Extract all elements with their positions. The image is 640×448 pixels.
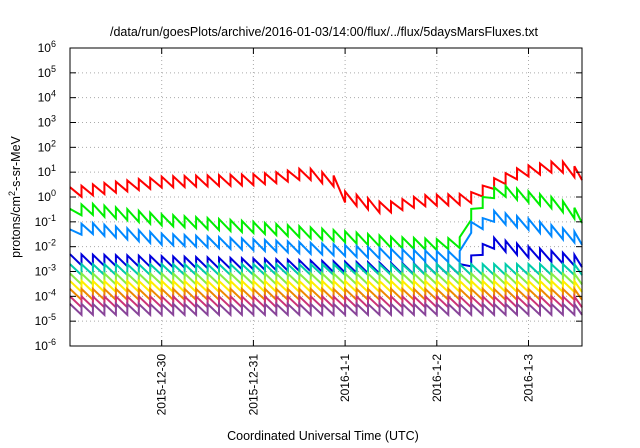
y-tick-label: 102 (38, 138, 56, 154)
series-line-7 (69, 277, 583, 295)
x-tick-label: 2015-12-31 (246, 354, 260, 416)
chart-title: /data/run/goesPlots/archive/2016-01-03/1… (110, 25, 539, 39)
y-tick-label: 101 (38, 163, 56, 179)
x-axis-label: Coordinated Universal Time (UTC) (227, 429, 419, 443)
y-axis-label-rest: -s-sr-MeV (9, 135, 23, 191)
series-line-5 (69, 260, 583, 278)
y-tick-label: 106 (38, 39, 56, 55)
x-tick-label: 2016-1-2 (430, 354, 444, 402)
x-tick-label: 2016-1-3 (522, 354, 536, 402)
x-tick-label: 2015-12-30 (155, 354, 169, 416)
series-line-6 (69, 270, 583, 287)
y-axis-label: protons/cm2-s-sr-MeV (7, 135, 23, 257)
y-tick-label: 104 (38, 89, 56, 105)
series-line-8 (69, 285, 583, 303)
series-group (69, 158, 583, 318)
series-line-9 (69, 293, 583, 310)
y-tick-label: 10-3 (35, 263, 56, 279)
y-tick-label: 10-2 (35, 238, 56, 254)
series-line-2 (69, 183, 583, 253)
axis-ticks: 10-6 10-5 10-4 10-3 10-2 10-1 100 101 102 103 104 1… (35, 39, 582, 415)
y-tick-label: 10-1 (35, 213, 56, 229)
series-line-10 (69, 300, 583, 318)
y-tick-label: 103 (38, 114, 56, 130)
x-tick-label: 2016-1-1 (338, 354, 352, 402)
y-tick-label: 100 (38, 188, 56, 204)
series-line-4 (69, 235, 583, 278)
y-tick-label: 10-5 (35, 312, 56, 328)
y-tick-label: 10-4 (35, 287, 56, 303)
y-tick-label: 105 (38, 64, 56, 80)
y-tick-label: 10-6 (35, 337, 56, 353)
y-axis-label-sup: 2 (7, 191, 17, 196)
y-axis-label-base: protons/cm (9, 196, 23, 258)
series-line-3 (69, 208, 583, 265)
series-line-1 (69, 158, 583, 216)
